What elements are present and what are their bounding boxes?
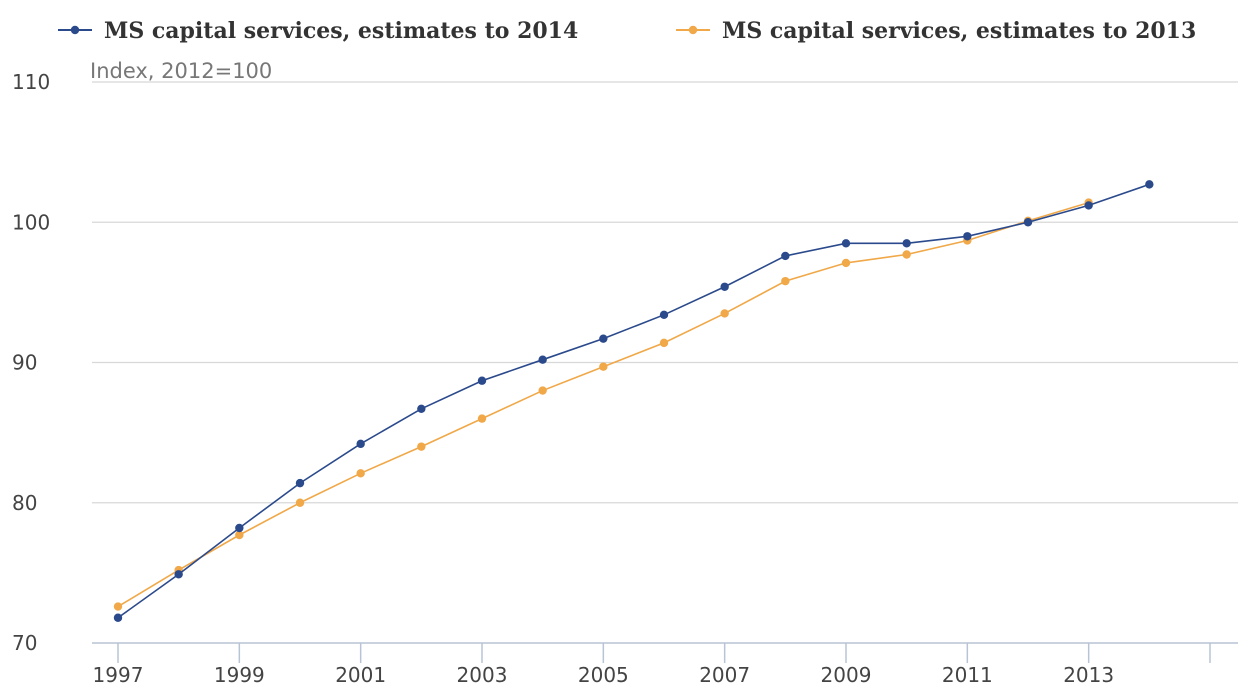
series-2 [113,198,1093,611]
chart-legend: MS capital services, estimates to 2014 MS… [58,18,1196,44]
x-tick-label: 1997 [93,663,144,686]
legend-item: MS capital services, estimates to 2013 [676,18,1196,44]
x-tick-label: 2007 [699,663,750,686]
series-line [117,183,1150,619]
data-point[interactable] [295,478,305,488]
data-point[interactable] [538,386,547,395]
x-tick-label: 2001 [335,663,386,686]
x-axis: 1997 1999 2001 2003 2005 2007 2009 2011 2013 [92,642,1238,686]
data-point[interactable] [113,602,123,611]
y-tick-label: 110 [12,70,50,94]
data-point[interactable] [1023,218,1033,227]
y-tick-label: 90 [12,351,37,375]
legend-marker [70,25,80,35]
data-point[interactable] [417,442,426,451]
data-point[interactable] [538,355,547,364]
legend-label: MS capital services, estimates to 2013 [722,18,1196,44]
data-point[interactable] [599,334,608,343]
series-1 [113,180,1154,622]
data-point[interactable] [720,309,729,318]
legend-marker [688,25,698,35]
data-point[interactable] [841,239,851,248]
data-point[interactable] [599,362,608,371]
data-point[interactable] [235,523,244,533]
data-point[interactable] [477,414,487,423]
x-tick-label: 1999 [214,663,265,686]
data-point[interactable] [902,250,911,259]
data-point[interactable] [113,613,123,622]
y-tick-label: 100 [12,210,50,234]
data-point[interactable] [356,469,365,478]
data-point[interactable] [356,439,365,449]
data-point[interactable] [659,310,669,320]
data-point[interactable] [295,498,305,507]
data-point[interactable] [902,239,911,248]
data-point[interactable] [841,258,851,268]
data-point[interactable] [781,276,790,286]
data-point[interactable] [1084,201,1093,210]
y-axis: 70 80 90 100 110 [12,70,50,655]
data-point[interactable] [174,570,183,579]
x-tick-label: 2003 [457,663,508,686]
data-series [113,180,1154,622]
chart-subtitle: Index, 2012=100 [90,59,272,83]
legend-label: MS capital services, estimates to 2014 [104,18,578,44]
data-point[interactable] [963,232,972,241]
y-tick-label: 80 [12,491,37,515]
data-point[interactable] [659,338,669,348]
x-tick-label: 2005 [578,663,629,686]
x-tick-label: 2013 [1063,663,1114,686]
x-tick-label: 2011 [942,663,993,686]
y-tick-label: 70 [12,631,37,655]
data-point[interactable] [417,404,426,413]
data-point[interactable] [720,282,729,291]
data-point[interactable] [235,530,244,540]
x-tick-label: 2009 [821,663,872,686]
grid-lines [92,81,1238,504]
data-point[interactable] [1145,180,1154,189]
data-point[interactable] [781,251,790,261]
data-point[interactable] [477,376,487,385]
legend-item: MS capital services, estimates to 2014 [58,18,578,44]
series-line [117,201,1089,608]
